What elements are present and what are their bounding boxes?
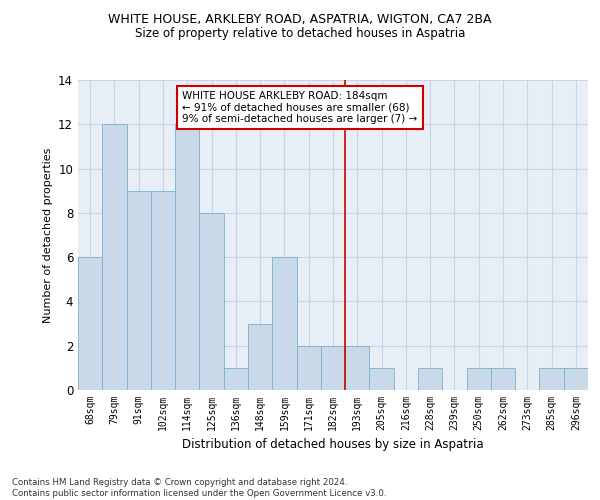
Bar xyxy=(102,124,127,390)
Bar xyxy=(199,213,224,390)
Bar xyxy=(491,368,515,390)
Text: Size of property relative to detached houses in Aspatria: Size of property relative to detached ho… xyxy=(135,28,465,40)
Bar xyxy=(127,190,151,390)
Y-axis label: Number of detached properties: Number of detached properties xyxy=(43,148,53,322)
Bar xyxy=(564,368,588,390)
Text: Contains HM Land Registry data © Crown copyright and database right 2024.
Contai: Contains HM Land Registry data © Crown c… xyxy=(12,478,386,498)
Bar xyxy=(539,368,564,390)
Bar xyxy=(272,257,296,390)
Bar xyxy=(296,346,321,390)
Bar xyxy=(78,257,102,390)
X-axis label: Distribution of detached houses by size in Aspatria: Distribution of detached houses by size … xyxy=(182,438,484,452)
Bar xyxy=(321,346,345,390)
Bar xyxy=(418,368,442,390)
Bar xyxy=(248,324,272,390)
Bar xyxy=(467,368,491,390)
Text: WHITE HOUSE, ARKLEBY ROAD, ASPATRIA, WIGTON, CA7 2BA: WHITE HOUSE, ARKLEBY ROAD, ASPATRIA, WIG… xyxy=(108,12,492,26)
Bar xyxy=(175,124,199,390)
Bar xyxy=(224,368,248,390)
Bar xyxy=(345,346,370,390)
Bar xyxy=(370,368,394,390)
Text: WHITE HOUSE ARKLEBY ROAD: 184sqm
← 91% of detached houses are smaller (68)
9% of: WHITE HOUSE ARKLEBY ROAD: 184sqm ← 91% o… xyxy=(182,91,418,124)
Bar xyxy=(151,190,175,390)
